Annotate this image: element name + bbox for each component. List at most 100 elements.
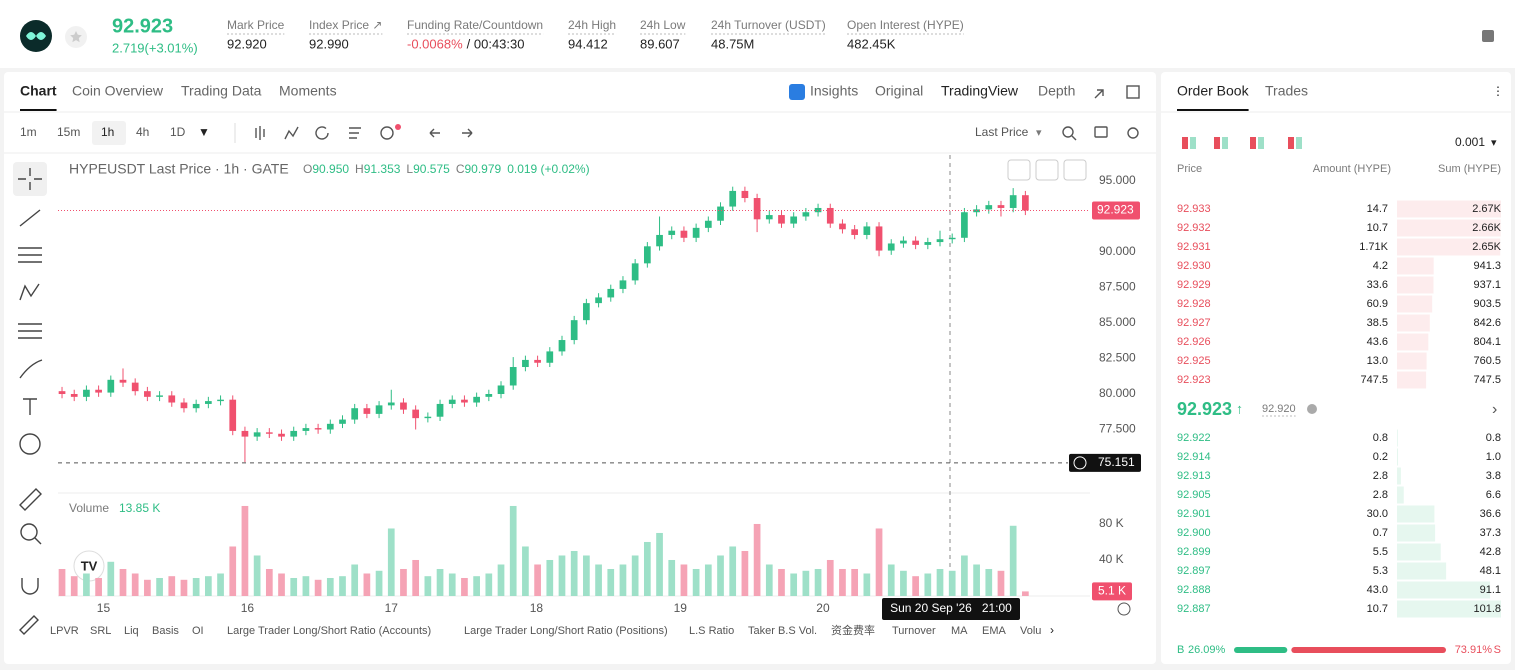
volume-bar — [997, 570, 1005, 596]
orderbook-panel — [1161, 72, 1511, 664]
candle-body — [729, 190, 737, 207]
indicator[interactable]: Volu — [1020, 625, 1041, 637]
view-tab[interactable]: Original — [875, 83, 923, 99]
ob-price[interactable]: 92.930 — [1177, 260, 1211, 272]
precision-arrow[interactable]: ▾ — [1491, 137, 1497, 149]
tab[interactable]: Moments — [279, 83, 337, 99]
candle-body — [95, 389, 102, 393]
price-change: 2.719(+3.01%) — [112, 40, 198, 55]
ob-price[interactable]: 92.899 — [1177, 546, 1211, 558]
volume-bar — [1022, 591, 1029, 596]
more-icon[interactable]: ⋮ — [1492, 84, 1504, 98]
interval[interactable]: 1D — [170, 125, 186, 139]
tab[interactable]: Chart — [20, 83, 57, 99]
candle-body — [326, 423, 334, 430]
ob-price[interactable]: 92.927 — [1177, 317, 1211, 329]
indicator[interactable]: Liq — [124, 625, 139, 637]
volume-bar — [704, 564, 712, 596]
price-type[interactable]: Last Price — [975, 125, 1029, 139]
ai-icon — [789, 84, 805, 100]
ob-amount: 33.6 — [1367, 279, 1388, 291]
interval[interactable]: 1m — [20, 125, 37, 139]
candle-body — [631, 263, 639, 281]
depth-bar — [1397, 219, 1501, 237]
ob-price[interactable]: 92.925 — [1177, 355, 1211, 367]
candle-body — [814, 207, 822, 213]
mid-arrow[interactable]: › — [1492, 401, 1497, 418]
view-tab[interactable]: Depth — [1038, 83, 1075, 99]
precision[interactable]: 0.001 — [1455, 135, 1485, 149]
indicator[interactable]: Large Trader Long/Short Ratio (Accounts) — [227, 625, 431, 637]
scroll-arrow[interactable]: › — [1050, 623, 1054, 637]
ob-sum: 0.8 — [1486, 432, 1501, 444]
candle-body — [436, 403, 444, 417]
ob-mid-arrow: ↑ — [1236, 401, 1243, 417]
ob-price[interactable]: 92.933 — [1177, 203, 1211, 215]
depth-bar — [1397, 448, 1399, 466]
tab[interactable]: Trading Data — [181, 83, 262, 99]
volume-bar — [351, 564, 359, 596]
indicator[interactable]: Large Trader Long/Short Ratio (Positions… — [464, 625, 668, 637]
ob-price[interactable]: 92.888 — [1177, 584, 1211, 596]
interval[interactable]: 1h — [101, 125, 114, 139]
ob-price[interactable]: 92.923 — [1177, 374, 1211, 386]
indicator[interactable]: Taker B.S Vol. — [748, 625, 817, 637]
ob-price[interactable]: 92.932 — [1177, 222, 1211, 234]
candle-body — [643, 246, 651, 264]
indicator[interactable]: Turnover — [892, 625, 936, 637]
indicator[interactable]: MA — [951, 625, 968, 637]
stat-value: 482.45K — [847, 36, 896, 51]
view-tab[interactable]: Insights — [810, 83, 858, 99]
ob-price[interactable]: 92.926 — [1177, 336, 1211, 348]
ohlc-change: 0.019 (+0.02%) — [507, 162, 589, 176]
indicator[interactable]: SRL — [90, 625, 111, 637]
ob-price[interactable]: 92.929 — [1177, 279, 1211, 291]
interval[interactable]: 4h — [136, 125, 149, 139]
dropdown-arrow[interactable]: ▼ — [198, 125, 210, 139]
indicator[interactable]: EMA — [982, 625, 1007, 637]
ob-price[interactable]: 92.922 — [1177, 432, 1211, 444]
ob-tab[interactable]: Trades — [1265, 83, 1308, 99]
ob-price[interactable]: 92.900 — [1177, 527, 1211, 539]
ob-price[interactable]: 92.913 — [1177, 470, 1211, 482]
ob-sum: 36.6 — [1480, 508, 1501, 520]
ob-price[interactable]: 92.905 — [1177, 489, 1211, 501]
candle-body — [400, 402, 407, 410]
indicator[interactable]: 资金费率 — [831, 623, 875, 637]
interval[interactable]: 15m — [57, 125, 80, 139]
volume-bar — [241, 505, 249, 596]
ob-tab[interactable]: Order Book — [1177, 83, 1250, 99]
candle-body — [839, 223, 846, 230]
crosshair-label: Sun 20 Sep '26 21:00 — [890, 601, 1012, 615]
tab[interactable]: Coin Overview — [72, 83, 164, 99]
volume-bar — [448, 573, 456, 596]
ob-price[interactable]: 92.897 — [1177, 565, 1211, 577]
indicator[interactable]: Basis — [152, 625, 179, 637]
star-icon — [70, 31, 82, 43]
header-icon[interactable] — [1482, 30, 1494, 42]
ob-amount: 60.9 — [1367, 298, 1388, 310]
ohlc-value: 90.575 — [413, 162, 450, 176]
volume-title: Volume — [69, 501, 109, 515]
x-tick-label: 17 — [385, 601, 399, 615]
ob-amount: 0.8 — [1373, 432, 1388, 444]
ob-price[interactable]: 92.931 — [1177, 241, 1211, 253]
ob-price[interactable]: 92.887 — [1177, 603, 1211, 615]
settings-icon[interactable] — [1117, 602, 1131, 616]
indicator[interactable]: L.S Ratio — [689, 625, 734, 637]
indicator[interactable]: LPVR — [50, 625, 79, 637]
view-tab[interactable]: TradingView — [941, 83, 1019, 99]
ob-sum: 804.1 — [1473, 336, 1501, 348]
ob-price[interactable]: 92.901 — [1177, 508, 1211, 520]
candle-body — [375, 405, 383, 414]
sell-bar — [1291, 647, 1446, 653]
ob-price[interactable]: 92.914 — [1177, 451, 1211, 463]
volume-bar — [656, 532, 663, 596]
volume-bar — [363, 573, 371, 596]
ob-price[interactable]: 92.928 — [1177, 298, 1211, 310]
candle-body — [302, 428, 310, 431]
volume-bar — [424, 576, 432, 596]
depth-bar — [1397, 238, 1501, 256]
indicator[interactable]: OI — [192, 625, 204, 637]
